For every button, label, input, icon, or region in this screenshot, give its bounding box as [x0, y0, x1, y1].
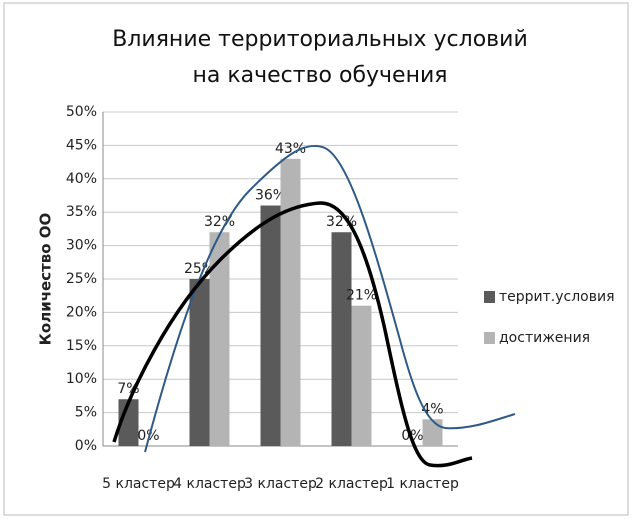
legend-swatch: [484, 291, 495, 303]
y-tick-label: 45%: [66, 137, 97, 153]
x-tick-label: 4 кластер: [173, 476, 246, 492]
y-tick-label: 40%: [66, 171, 97, 187]
y-tick-label: 35%: [66, 204, 97, 220]
x-tick-label: 5 кластер: [102, 476, 175, 492]
y-tick-label: 20%: [66, 304, 97, 320]
legend-label: террит.условия: [499, 289, 615, 305]
data-label: 0%: [401, 428, 423, 444]
bar: [351, 305, 372, 446]
y-tick-label: 50%: [66, 104, 97, 120]
x-tick-label: 1 кластер: [386, 476, 459, 492]
x-tick-label: 3 кластер: [244, 476, 317, 492]
y-tick-label: 15%: [66, 338, 97, 354]
y-tick-label: 25%: [66, 271, 97, 287]
bar: [331, 232, 352, 446]
trend-curve: [144, 144, 516, 453]
legend-swatch: [484, 332, 495, 344]
data-label: 43%: [275, 141, 306, 157]
bar: [189, 279, 210, 446]
y-tick-label: 5%: [75, 405, 97, 421]
bar: [209, 232, 230, 446]
bar: [260, 205, 281, 446]
data-label: 32%: [204, 214, 235, 230]
data-label: 21%: [346, 288, 377, 304]
data-label: 36%: [255, 188, 286, 204]
x-tick-label: 2 кластер: [315, 476, 388, 492]
trend-curve: [112, 201, 473, 468]
y-tick-label: 30%: [66, 238, 97, 254]
chart-title: Влияние территориальных условий на качес…: [112, 27, 528, 88]
y-axis-label: Количество ОО: [37, 213, 55, 346]
bar: [280, 158, 301, 446]
bar: [422, 419, 443, 446]
y-tick-label: 10%: [66, 371, 97, 387]
legend-label: достижения: [499, 330, 590, 346]
chart-frame: [3, 2, 629, 516]
y-tick-label: 0%: [75, 438, 97, 454]
